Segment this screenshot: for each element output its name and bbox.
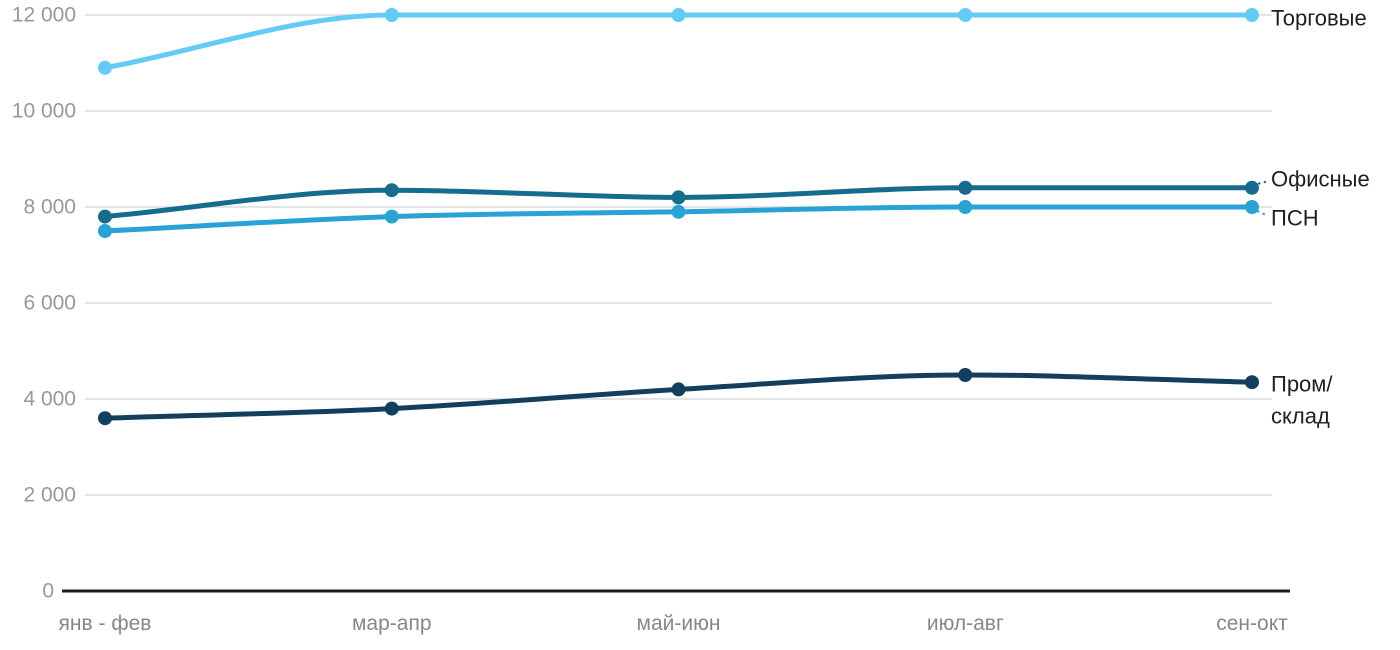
label-leader-psn [1256,210,1267,216]
data-point-torgovye-3[interactable] [958,8,973,22]
data-point-psn-4[interactable] [1245,200,1259,214]
x-tick-label-yanv-fev: янв - фев [59,612,152,635]
series-line-prom-sklad [102,372,1255,421]
y-tick-label-10000: 10 000 [12,100,76,123]
data-point-psn-3[interactable] [958,200,973,214]
y-tick-label-8000: 8 000 [23,196,76,219]
data-point-ofisnye-2[interactable] [671,190,686,205]
x-tick-label-may-iyun: май-июн [637,612,721,635]
y-tick-label-0: 0 [42,580,54,603]
data-point-torgovye-4[interactable] [1245,8,1259,22]
data-point-prom-sklad-3[interactable] [958,368,973,382]
series-label-torgovye: Торговые [1271,6,1367,31]
data-point-ofisnye-4[interactable] [1245,180,1259,195]
data-point-psn-0[interactable] [98,224,112,238]
data-point-ofisnye-0[interactable] [98,209,112,224]
x-tick-label-sen-okt: сен-окт [1216,612,1288,635]
y-tick-label-6000: 6 000 [23,292,76,315]
series-label-prom-sklad-line1: Пром/ [1271,372,1333,397]
data-point-psn-1[interactable] [384,209,399,224]
series-label-prom-sklad-line2: склад [1271,404,1330,429]
x-tick-label-mar-apr: мар-апр [352,612,432,635]
data-point-torgovye-0[interactable] [98,60,112,75]
x-tick-label-iyul-avg: июл-авг [927,612,1004,635]
data-point-psn-2[interactable] [671,204,686,219]
series-line-torgovye [102,12,1255,71]
y-tick-label-12000: 12 000 [12,4,76,27]
data-point-prom-sklad-2[interactable] [671,382,686,397]
series-label-ofisnye: Офисные [1271,166,1370,191]
data-point-prom-sklad-4[interactable] [1245,375,1259,390]
y-tick-label-4000: 4 000 [23,388,76,411]
label-leader-ofisnye [1257,180,1267,185]
data-point-prom-sklad-1[interactable] [384,401,399,416]
y-tick-label-2000: 2 000 [23,484,76,507]
series-label-psn: ПСН [1271,206,1319,231]
data-point-torgovye-2[interactable] [671,8,686,22]
data-point-torgovye-1[interactable] [384,8,399,22]
data-point-ofisnye-3[interactable] [958,180,973,195]
data-point-ofisnye-1[interactable] [384,183,399,198]
data-point-prom-sklad-0[interactable] [98,411,112,426]
